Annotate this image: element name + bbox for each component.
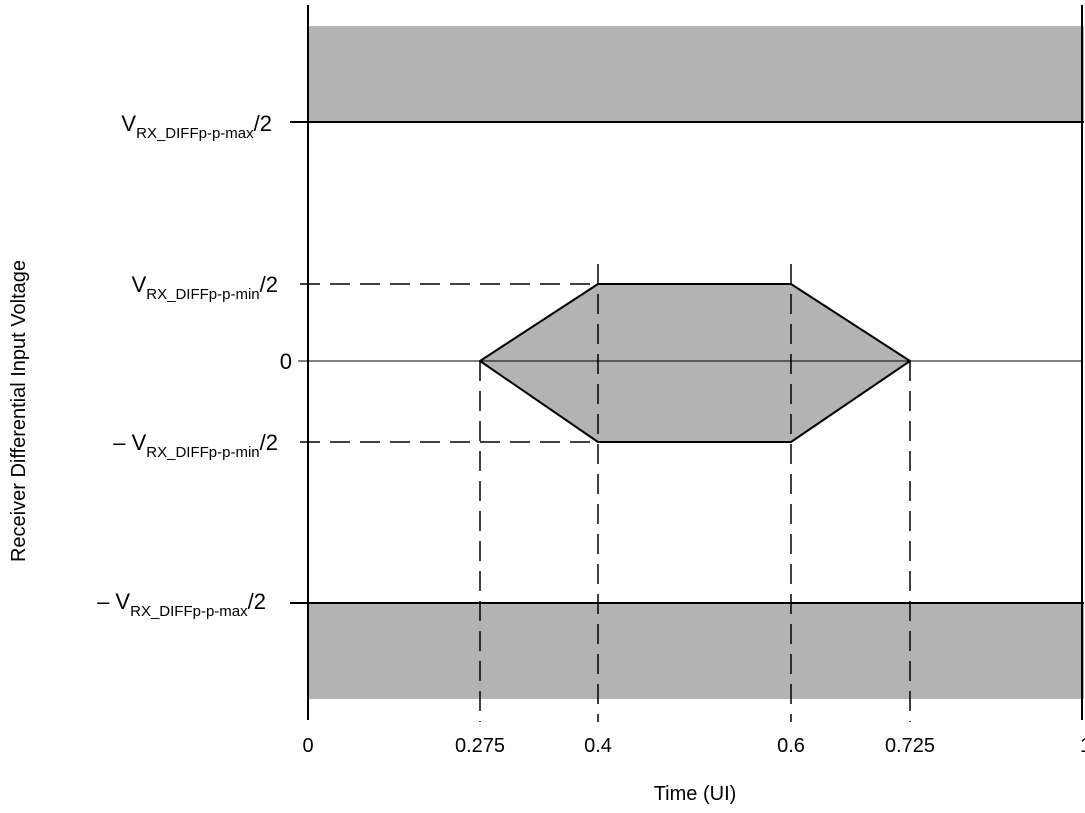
label-neg-vmax: – VRX_DIFFp-p-max/2 xyxy=(97,589,266,620)
x-tick-0-6: 0.6 xyxy=(777,735,805,757)
label-zero: 0 xyxy=(280,349,292,374)
x-axis-title: Time (UI) xyxy=(654,783,737,805)
lower-mask-region xyxy=(308,603,1084,699)
eye-mask-hexagon xyxy=(479,283,911,443)
y-axis-title: Receiver Differential Input Voltage xyxy=(8,260,30,562)
x-tick-0-725: 0.725 xyxy=(885,735,935,757)
label-vmin: VRX_DIFFp-p-min/2 xyxy=(132,272,278,303)
x-tick-1: 1 xyxy=(1080,735,1085,757)
upper-mask-region xyxy=(308,26,1084,122)
x-tick-0-275: 0.275 xyxy=(455,735,505,757)
label-neg-vmin: – VRX_DIFFp-p-min/2 xyxy=(113,430,278,461)
x-tick-0: 0 xyxy=(302,735,313,757)
label-vmax: VRX_DIFFp-p-max/2 xyxy=(121,111,272,142)
x-tick-0-4: 0.4 xyxy=(584,735,612,757)
